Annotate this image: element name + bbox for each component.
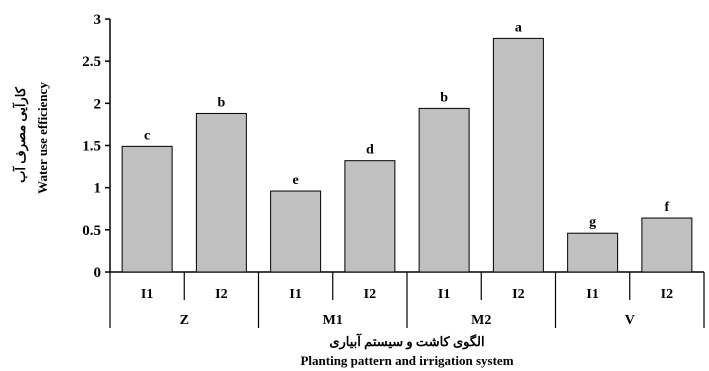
y-tick-label: 0.5 — [82, 223, 101, 239]
bar — [418, 107, 470, 273]
bar — [641, 217, 693, 273]
x-group-label: V — [625, 313, 635, 328]
x-tick-label-treatment: I2 — [512, 287, 524, 302]
significance-letter: a — [515, 20, 522, 35]
x-tick-label-treatment: I1 — [141, 287, 153, 302]
x-axis-label-english: Planting pattern and irrigation system — [300, 353, 514, 368]
y-tick-label: 1.5 — [82, 139, 101, 155]
y-tick-label: 2.5 — [82, 54, 101, 70]
bar — [492, 37, 544, 273]
x-tick-label-treatment: I1 — [438, 287, 450, 302]
x-group-label: M1 — [323, 313, 343, 328]
x-tick-label-treatment: I2 — [364, 287, 376, 302]
bar — [270, 190, 322, 273]
x-group-label: Z — [180, 313, 189, 328]
significance-letter: c — [144, 128, 150, 143]
significance-letter: b — [217, 95, 225, 110]
significance-letter: e — [293, 173, 299, 188]
bar — [567, 232, 619, 273]
bar — [195, 112, 247, 273]
x-group-label: M2 — [471, 313, 491, 328]
x-tick-label-treatment: I1 — [289, 287, 301, 302]
bar — [121, 145, 173, 273]
x-axis-label-persian: الگوی کاشت و سیستم آبیاری — [329, 334, 485, 349]
bar — [344, 160, 396, 273]
x-tick-label-treatment: I2 — [215, 287, 227, 302]
significance-letter: b — [440, 90, 448, 105]
significance-letter: f — [665, 200, 670, 215]
significance-letter: d — [366, 143, 374, 158]
y-tick-label: 1 — [94, 181, 102, 197]
y-tick-label: 3 — [94, 12, 102, 28]
y-tick-label: 2 — [94, 96, 102, 112]
x-tick-label-treatment: I1 — [586, 287, 598, 302]
y-tick-label: 0 — [94, 265, 102, 281]
significance-letter: g — [589, 215, 596, 230]
x-tick-label-treatment: I2 — [661, 287, 673, 302]
